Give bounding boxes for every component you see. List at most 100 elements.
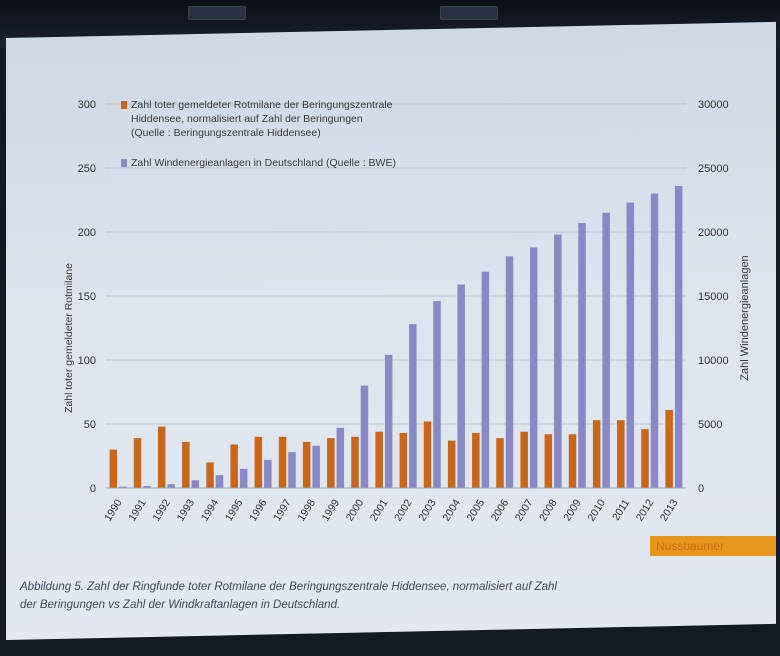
bar-kites-2011 (617, 420, 625, 488)
x-tick-label: 2008 (537, 497, 560, 523)
x-tick-label: 1997 (271, 497, 294, 523)
bar-kites-1994 (206, 462, 214, 488)
bar-turbines-2013 (674, 185, 683, 489)
bar-turbines-2006 (505, 256, 514, 488)
right-tick-label: 30000 (698, 99, 729, 111)
projected-slide: 0 50 100 150 200 250 300 0 5000 10000 15000 20000 25… (6, 21, 776, 641)
left-tick-label: 0 (90, 483, 96, 495)
bar-turbines-2009 (578, 223, 586, 489)
bar-kites-1995 (230, 444, 238, 488)
left-tick-label: 200 (78, 227, 96, 239)
bar-turbines-1991 (143, 486, 151, 488)
bar-turbines-1990 (119, 486, 127, 488)
legend-kites-line-2: Hiddensee, normalisiert auf Zahl der Ber… (131, 113, 363, 125)
ceiling-light (440, 6, 498, 20)
bar-turbines-2001 (384, 354, 393, 488)
bar-kites-2009 (568, 434, 577, 488)
x-tick-label: 2004 (440, 497, 463, 523)
bar-kites-2007 (520, 431, 528, 488)
x-tick-label: 2011 (610, 497, 632, 523)
chart: 0 50 100 150 200 250 300 0 5000 10000 15000 20000 25… (63, 99, 751, 523)
x-tick-label: 1996 (247, 497, 270, 523)
caption-line-2: der Beringungen vs Zahl der Windkraftanl… (20, 599, 341, 611)
x-tick-label: 2006 (489, 497, 512, 523)
bar-turbines-2010 (602, 212, 610, 489)
bar-kites-2004 (447, 440, 456, 488)
legend-turbines-line: Zahl Windenergieanlagen in Deutschland (… (131, 157, 396, 169)
bar-turbines-1995 (239, 468, 248, 488)
bar-turbines-1992 (167, 484, 175, 488)
bar-kites-1997 (278, 436, 287, 488)
x-tick-label: 2010 (585, 497, 608, 523)
bar-turbines-1997 (288, 452, 296, 488)
legend-kites-line-1: Zahl toter gemeldeter Rotmilane der Beri… (131, 99, 393, 111)
right-tick-label: 0 (698, 483, 704, 495)
bar-kites-2005 (472, 432, 480, 488)
x-tick-label: 2001 (368, 497, 391, 523)
legend-swatch-turbines (121, 159, 127, 167)
legend-kites-line-3: (Quelle : Beringungszentrale Hiddensee) (131, 127, 321, 139)
ceiling-light (188, 6, 246, 20)
figure-caption: Abbildung 5. Zahl der Ringfunde toter Ro… (20, 578, 760, 614)
bar-turbines-1993 (191, 480, 200, 488)
left-tick-label: 250 (78, 163, 96, 175)
bar-turbines-2000 (360, 385, 369, 488)
bars (109, 185, 683, 489)
right-axis-label: Zahl Windenergieanlagen (739, 255, 751, 380)
bar-turbines-2008 (554, 234, 562, 488)
bar-turbines-2004 (457, 284, 465, 488)
attribution-label: Nussbaumer (650, 536, 776, 556)
bar-kites-1993 (182, 441, 190, 488)
legend-item-turbines: Zahl Windenergieanlagen in Deutschland (… (121, 156, 441, 170)
x-tick-label: 1999 (320, 497, 343, 523)
bar-kites-2002 (399, 432, 408, 488)
bar-turbines-2007 (529, 247, 538, 488)
x-tick-label: 1992 (150, 497, 173, 523)
bar-kites-1991 (133, 438, 142, 488)
x-tick-label: 2007 (513, 497, 536, 523)
x-tick-label: 1991 (126, 497, 149, 523)
right-tick-label: 5000 (698, 419, 722, 431)
bar-kites-2008 (544, 434, 553, 488)
left-tick-label: 150 (78, 291, 96, 303)
bar-kites-2003 (423, 421, 432, 488)
bar-kites-1992 (157, 426, 166, 488)
bar-kites-2006 (496, 438, 504, 488)
x-tick-label: 2002 (392, 497, 415, 523)
bar-turbines-2002 (409, 324, 417, 488)
bar-kites-2000 (351, 436, 359, 488)
bar-turbines-1998 (312, 445, 320, 488)
bar-kites-1990 (109, 449, 118, 488)
bar-turbines-1994 (215, 475, 224, 488)
bar-kites-2010 (592, 420, 601, 488)
x-tick-label: 1990 (102, 497, 125, 523)
x-tick-label: 2000 (344, 497, 367, 523)
bar-turbines-2005 (481, 271, 490, 488)
x-tick-label: 2012 (634, 497, 657, 523)
bar-kites-2013 (665, 409, 673, 488)
legend-item-kites: Zahl toter gemeldeter Rotmilane der Beri… (121, 98, 441, 140)
right-tick-label: 15000 (698, 291, 729, 303)
bar-turbines-1996 (264, 459, 272, 488)
bar-turbines-2012 (650, 193, 659, 488)
right-tick-label: 10000 (698, 355, 729, 367)
bar-turbines-1999 (336, 427, 345, 488)
legend-swatch-kites (121, 101, 127, 109)
bar-kites-1999 (327, 438, 335, 488)
x-tick-label: 1995 (223, 497, 246, 523)
x-tick-label: 1994 (199, 497, 222, 523)
bar-kites-2001 (375, 431, 383, 488)
x-tick-label: 2013 (658, 497, 681, 523)
bar-kites-1998 (302, 441, 311, 488)
bar-turbines-2011 (626, 202, 635, 488)
x-tick-label: 1998 (295, 497, 318, 523)
x-tick-label: 2003 (416, 497, 439, 523)
left-tick-label: 50 (84, 419, 96, 431)
left-axis-label: Zahl toter gemeldeter Rotmilane (63, 263, 75, 413)
x-tick-label: 2005 (465, 497, 488, 523)
left-tick-label: 100 (78, 355, 96, 367)
bar-kites-2012 (641, 429, 649, 488)
x-tick-label: 2009 (561, 497, 584, 523)
bar-turbines-2003 (433, 301, 441, 488)
caption-line-1: Abbildung 5. Zahl der Ringfunde toter Ro… (20, 581, 557, 593)
